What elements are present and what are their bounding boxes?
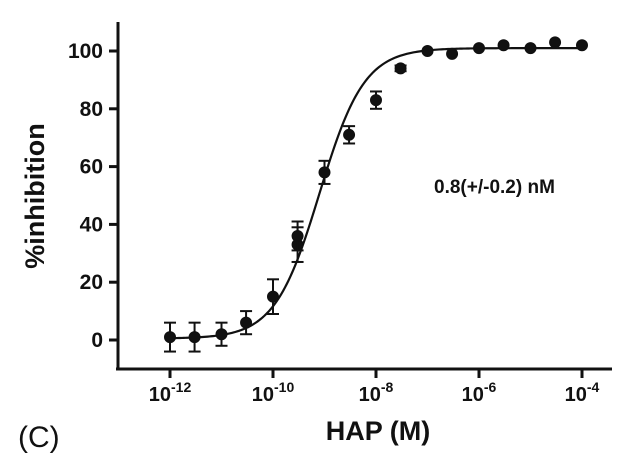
x-tick-base: 10 [252, 384, 274, 406]
x-tick-base: 10 [462, 384, 484, 406]
data-point [240, 316, 253, 329]
x-axis-ticks: 10-12 10-10 10-8 10-6 10-4 [149, 369, 600, 406]
data-point [370, 94, 382, 107]
data-point [524, 42, 537, 55]
y-tick-label: 20 [80, 271, 103, 294]
x-tick-base: 10 [359, 384, 381, 406]
x-axis-title: HAP (M) [326, 416, 431, 446]
x-tick-exponent: -6 [484, 379, 497, 395]
data-point [473, 42, 485, 55]
x-tick-label: 10-4 [565, 379, 600, 406]
y-axis-title: %inhibition [20, 123, 50, 268]
data-point [343, 128, 356, 141]
data-point [421, 45, 434, 57]
x-tick-label: 10-10 [252, 379, 295, 406]
data-point [267, 290, 279, 303]
x-tick-exponent: -10 [274, 379, 294, 395]
data-point [576, 39, 588, 52]
y-tick-label: 100 [68, 40, 103, 63]
x-tick-exponent: -12 [171, 379, 191, 395]
panel-label: (C) [18, 421, 60, 454]
x-tick-base: 10 [149, 384, 171, 406]
data-point [394, 62, 407, 75]
x-tick-label: 10-6 [462, 379, 497, 406]
data-point [188, 331, 201, 344]
data-point [318, 166, 331, 179]
data-point [549, 36, 562, 49]
x-tick-label: 10-12 [149, 379, 192, 406]
data-point [497, 39, 510, 52]
ic50-annotation: 0.8(+/-0.2) nM [434, 177, 555, 198]
data-point [291, 229, 304, 242]
data-point [446, 47, 459, 60]
fit-curve [169, 47, 582, 340]
x-tick-label: 10-8 [359, 379, 394, 406]
y-tick-label: 80 [80, 98, 103, 121]
y-tick-label: 60 [80, 156, 103, 179]
data-point [215, 328, 228, 341]
data-point [164, 331, 176, 344]
x-tick-exponent: -8 [381, 379, 394, 395]
y-tick-label: 0 [91, 329, 103, 352]
x-tick-base: 10 [565, 384, 587, 406]
y-axis-ticks: 0 20 40 60 80 100 [68, 40, 118, 352]
data-points [164, 36, 588, 353]
x-tick-exponent: -4 [587, 379, 600, 395]
y-tick-label: 40 [80, 213, 103, 236]
